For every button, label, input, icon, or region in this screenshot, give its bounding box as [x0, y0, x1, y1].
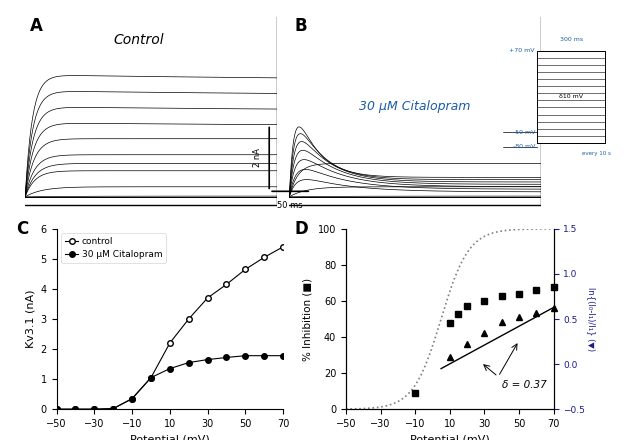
Text: every 10 s: every 10 s	[582, 151, 611, 156]
Text: D: D	[294, 220, 308, 238]
control	[279, 244, 287, 249]
control	[166, 341, 174, 346]
control	[242, 267, 249, 272]
30 μM Citalopram	[185, 360, 192, 365]
Legend: control, 30 μM Citalopram: control, 30 μM Citalopram	[61, 233, 166, 263]
Text: -50 mV: -50 mV	[513, 130, 535, 135]
Text: +70 mV: +70 mV	[509, 48, 535, 53]
30 μM Citalopram	[53, 407, 60, 412]
control	[109, 406, 117, 411]
control	[147, 375, 155, 380]
Text: 30 μM Citalopram: 30 μM Citalopram	[359, 100, 471, 114]
30 μM Citalopram	[204, 357, 211, 362]
control	[53, 407, 60, 412]
30 μM Citalopram	[260, 353, 268, 358]
control	[204, 295, 211, 301]
Y-axis label: % Inhibition (■): % Inhibition (■)	[303, 278, 312, 360]
Text: 2 nA: 2 nA	[253, 148, 262, 168]
Text: δ = 0.37: δ = 0.37	[502, 380, 547, 390]
Text: δ10 mV: δ10 mV	[559, 94, 583, 99]
Text: 50 ms: 50 ms	[277, 201, 303, 210]
Line: control: control	[54, 244, 286, 412]
control	[72, 407, 79, 412]
30 μM Citalopram	[109, 406, 117, 411]
Text: -80 mV: -80 mV	[513, 144, 535, 150]
control	[260, 255, 268, 260]
30 μM Citalopram	[242, 353, 249, 358]
Y-axis label: Kv3.1 (nA): Kv3.1 (nA)	[25, 290, 35, 348]
Text: 300 ms: 300 ms	[560, 37, 582, 42]
control	[128, 396, 136, 401]
Text: B: B	[294, 17, 307, 35]
30 μM Citalopram	[72, 407, 79, 412]
Text: C: C	[16, 220, 28, 238]
Y-axis label: ln{(I₀-I₁)/I₁} (▼): ln{(I₀-I₁)/I₁} (▼)	[587, 287, 596, 351]
30 μM Citalopram	[91, 407, 98, 412]
30 μM Citalopram	[279, 353, 287, 358]
control	[223, 282, 230, 287]
30 μM Citalopram	[166, 366, 174, 371]
Bar	[537, 51, 605, 143]
control	[185, 316, 192, 322]
control	[91, 407, 98, 412]
X-axis label: Potential (mV): Potential (mV)	[130, 434, 209, 440]
X-axis label: Potential (mV): Potential (mV)	[410, 434, 489, 440]
30 μM Citalopram	[128, 396, 136, 401]
30 μM Citalopram	[147, 375, 155, 380]
30 μM Citalopram	[223, 355, 230, 360]
Line: 30 μM Citalopram: 30 μM Citalopram	[54, 353, 286, 412]
Text: Control: Control	[113, 33, 164, 47]
Text: A: A	[30, 17, 43, 35]
